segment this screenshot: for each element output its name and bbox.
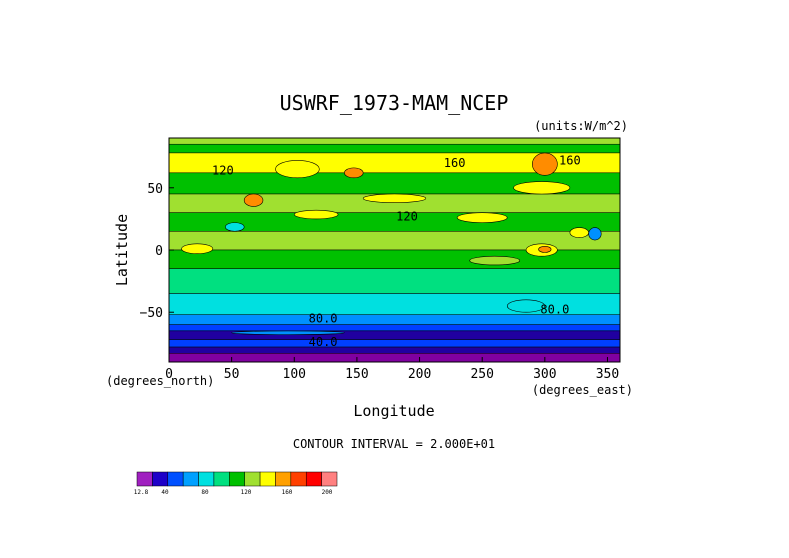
colorbar-label-0: 12.8	[134, 489, 149, 496]
x-axis-ticks: 0 50 100 150 200 250 300 350	[165, 357, 619, 382]
colorbar-label-5: 200	[322, 489, 333, 496]
y-tick-label-0: 0	[155, 244, 163, 259]
contour-patch-2	[275, 160, 320, 179]
colorbar-swatch-8	[259, 471, 276, 487]
x-tick-label-50: 50	[224, 367, 240, 382]
contour-label-3: 120	[396, 209, 418, 223]
y-axis-label: Latitude	[113, 214, 131, 286]
colorbar-swatch-6	[229, 471, 245, 487]
colorbar-swatch-12	[321, 471, 338, 487]
contour-label-5: 80.0	[540, 303, 569, 317]
y-axis-ticks: 50 0 −50	[140, 182, 174, 321]
y-tick-label--50: −50	[140, 306, 163, 321]
contour-patch-6	[513, 181, 571, 195]
contour-labels: 120 160 160 120 80.0 80.0 40.0	[212, 153, 581, 349]
y-unit-note: (degrees_north)	[106, 374, 214, 388]
contour-patch-11	[538, 245, 552, 253]
lat-band-0	[168, 137, 621, 145]
colorbar-swatch-4	[198, 471, 215, 487]
colorbar-swatch-0	[136, 471, 153, 487]
contour-patch-8	[225, 222, 245, 232]
contour-patch-3	[243, 193, 264, 207]
colorbar-swatch-11	[305, 471, 322, 487]
colorbar-swatch-10	[290, 471, 307, 487]
contour-patch-16	[231, 330, 345, 335]
contour-patch-14	[469, 255, 521, 266]
x-tick-label-200: 200	[408, 367, 431, 382]
x-tick-label-350: 350	[596, 367, 619, 382]
colorbar-label-3: 120	[241, 489, 252, 496]
units-note: (units:W/m^2)	[534, 119, 628, 133]
lat-band-8	[168, 268, 621, 294]
colorbar-swatch-9	[275, 471, 292, 487]
chart-title: USWRF_1973-MAM_NCEP	[280, 91, 509, 115]
colorbar-label-1: 40	[161, 489, 169, 496]
x-tick-label-0: 0	[165, 367, 173, 382]
x-unit-note: (degrees_east)	[532, 383, 633, 397]
contour-label-2: 160	[559, 153, 581, 167]
contour-patch-15	[506, 299, 546, 313]
contour-patch-12	[569, 227, 589, 238]
contour-patch-13	[588, 227, 602, 241]
colorbar: 12.8 40 80 120 160 200	[134, 471, 338, 496]
contour-patch-9	[181, 243, 214, 255]
contour-patch-1	[344, 167, 364, 179]
contour-patch-0	[532, 152, 558, 176]
lat-band-11	[168, 324, 621, 332]
lat-band-14	[168, 346, 621, 354]
x-tick-label-100: 100	[283, 367, 306, 382]
contour-label-4: 80.0	[309, 311, 338, 325]
contour-label-0: 120	[212, 163, 234, 177]
contour-patch-7	[456, 212, 508, 223]
y-tick-label-50: 50	[147, 182, 163, 197]
contour-label-6: 40.0	[309, 335, 338, 349]
lat-band-1	[168, 143, 621, 154]
lat-band-13	[168, 339, 621, 348]
colorbar-label-2: 80	[201, 489, 209, 496]
plot-area	[168, 137, 621, 363]
colorbar-swatch-7	[244, 471, 261, 487]
colorbar-swatch-2	[167, 471, 184, 487]
x-tick-label-150: 150	[345, 367, 368, 382]
lat-band-15	[168, 353, 621, 363]
colorbar-swatch-3	[182, 471, 199, 487]
contour-patch-4	[293, 209, 339, 220]
x-tick-label-300: 300	[533, 367, 556, 382]
colorbar-swatch-5	[213, 471, 230, 487]
x-axis-label: Longitude	[353, 402, 434, 420]
contour-interval-text: CONTOUR INTERVAL = 2.000E+01	[293, 437, 495, 451]
x-tick-label-250: 250	[470, 367, 493, 382]
colorbar-label-4: 160	[282, 489, 293, 496]
colorbar-swatch-1	[152, 471, 169, 487]
contour-label-1: 160	[444, 156, 466, 170]
contour-patch-5	[362, 193, 427, 204]
